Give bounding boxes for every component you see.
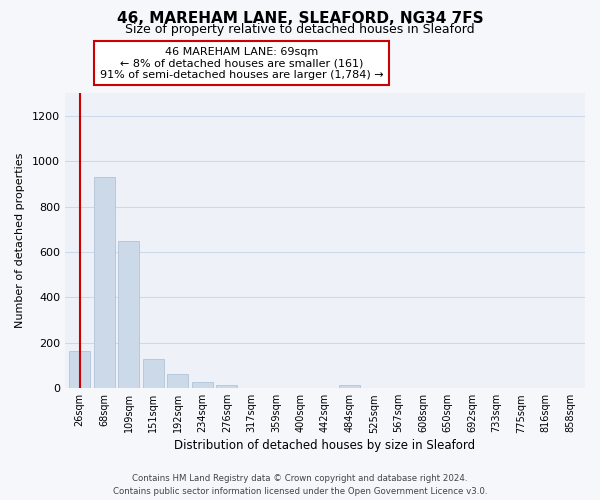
Bar: [143, 359, 164, 388]
Bar: [339, 385, 360, 388]
Bar: [118, 240, 139, 388]
Text: 46 MAREHAM LANE: 69sqm
← 8% of detached houses are smaller (161)
91% of semi-det: 46 MAREHAM LANE: 69sqm ← 8% of detached …: [100, 46, 383, 80]
Y-axis label: Number of detached properties: Number of detached properties: [15, 153, 25, 328]
Text: Size of property relative to detached houses in Sleaford: Size of property relative to detached ho…: [125, 22, 475, 36]
Bar: [167, 374, 188, 388]
Bar: [94, 177, 115, 388]
Bar: [69, 351, 90, 388]
Bar: [217, 385, 237, 388]
Text: 46, MAREHAM LANE, SLEAFORD, NG34 7FS: 46, MAREHAM LANE, SLEAFORD, NG34 7FS: [116, 11, 484, 26]
Text: Contains HM Land Registry data © Crown copyright and database right 2024.
Contai: Contains HM Land Registry data © Crown c…: [113, 474, 487, 496]
Bar: [192, 382, 213, 388]
X-axis label: Distribution of detached houses by size in Sleaford: Distribution of detached houses by size …: [175, 440, 476, 452]
